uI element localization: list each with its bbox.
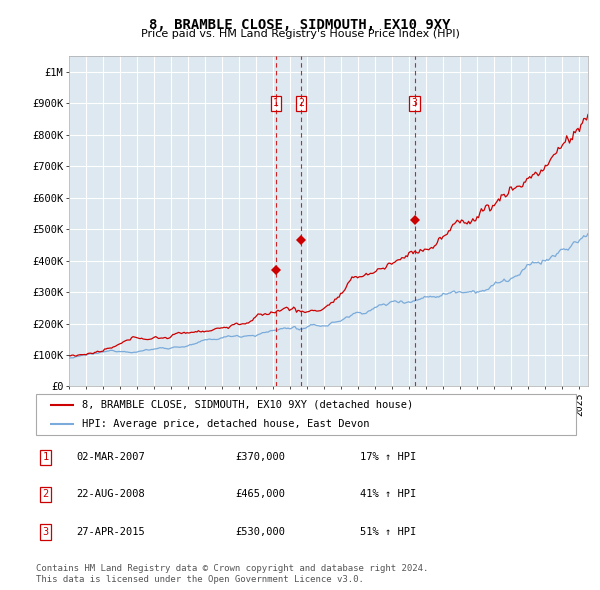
Text: 22-AUG-2008: 22-AUG-2008 bbox=[77, 489, 145, 499]
Text: 2: 2 bbox=[43, 489, 49, 499]
Text: £530,000: £530,000 bbox=[236, 527, 286, 537]
Text: HPI: Average price, detached house, East Devon: HPI: Average price, detached house, East… bbox=[82, 419, 370, 429]
Text: 02-MAR-2007: 02-MAR-2007 bbox=[77, 453, 145, 463]
Text: 3: 3 bbox=[43, 527, 49, 537]
Text: 2: 2 bbox=[298, 99, 304, 108]
Text: 41% ↑ HPI: 41% ↑ HPI bbox=[360, 489, 416, 499]
Text: 51% ↑ HPI: 51% ↑ HPI bbox=[360, 527, 416, 537]
Text: Price paid vs. HM Land Registry's House Price Index (HPI): Price paid vs. HM Land Registry's House … bbox=[140, 29, 460, 39]
Text: 8, BRAMBLE CLOSE, SIDMOUTH, EX10 9XY (detached house): 8, BRAMBLE CLOSE, SIDMOUTH, EX10 9XY (de… bbox=[82, 399, 413, 409]
Text: 8, BRAMBLE CLOSE, SIDMOUTH, EX10 9XY: 8, BRAMBLE CLOSE, SIDMOUTH, EX10 9XY bbox=[149, 18, 451, 32]
Text: £465,000: £465,000 bbox=[236, 489, 286, 499]
Text: 1: 1 bbox=[43, 453, 49, 463]
Text: 17% ↑ HPI: 17% ↑ HPI bbox=[360, 453, 416, 463]
FancyBboxPatch shape bbox=[36, 394, 576, 435]
Text: £370,000: £370,000 bbox=[236, 453, 286, 463]
Text: This data is licensed under the Open Government Licence v3.0.: This data is licensed under the Open Gov… bbox=[36, 575, 364, 584]
Text: 1: 1 bbox=[273, 99, 279, 108]
Text: 27-APR-2015: 27-APR-2015 bbox=[77, 527, 145, 537]
Text: 3: 3 bbox=[412, 99, 418, 108]
Text: Contains HM Land Registry data © Crown copyright and database right 2024.: Contains HM Land Registry data © Crown c… bbox=[36, 565, 428, 573]
